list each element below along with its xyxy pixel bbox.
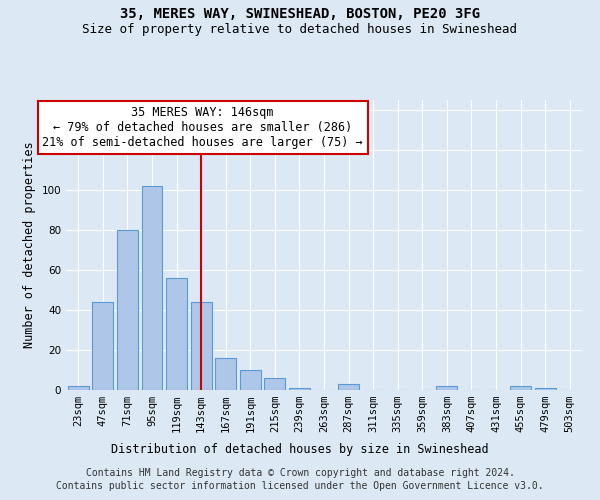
Text: 35, MERES WAY, SWINESHEAD, BOSTON, PE20 3FG: 35, MERES WAY, SWINESHEAD, BOSTON, PE20 …: [120, 8, 480, 22]
Bar: [338, 384, 359, 390]
Bar: [510, 386, 531, 390]
Bar: [166, 278, 187, 390]
Bar: [142, 186, 163, 390]
Bar: [215, 358, 236, 390]
Bar: [68, 386, 89, 390]
Text: Distribution of detached houses by size in Swineshead: Distribution of detached houses by size …: [111, 442, 489, 456]
Bar: [265, 378, 286, 390]
Bar: [191, 302, 212, 390]
Text: Contains public sector information licensed under the Open Government Licence v3: Contains public sector information licen…: [56, 481, 544, 491]
Text: Size of property relative to detached houses in Swineshead: Size of property relative to detached ho…: [83, 22, 517, 36]
Text: 35 MERES WAY: 146sqm
← 79% of detached houses are smaller (286)
21% of semi-deta: 35 MERES WAY: 146sqm ← 79% of detached h…: [43, 106, 363, 149]
Bar: [240, 370, 261, 390]
Bar: [535, 388, 556, 390]
Bar: [92, 302, 113, 390]
Bar: [117, 230, 138, 390]
Bar: [436, 386, 457, 390]
Bar: [289, 388, 310, 390]
Text: Contains HM Land Registry data © Crown copyright and database right 2024.: Contains HM Land Registry data © Crown c…: [86, 468, 514, 477]
Y-axis label: Number of detached properties: Number of detached properties: [23, 142, 36, 348]
